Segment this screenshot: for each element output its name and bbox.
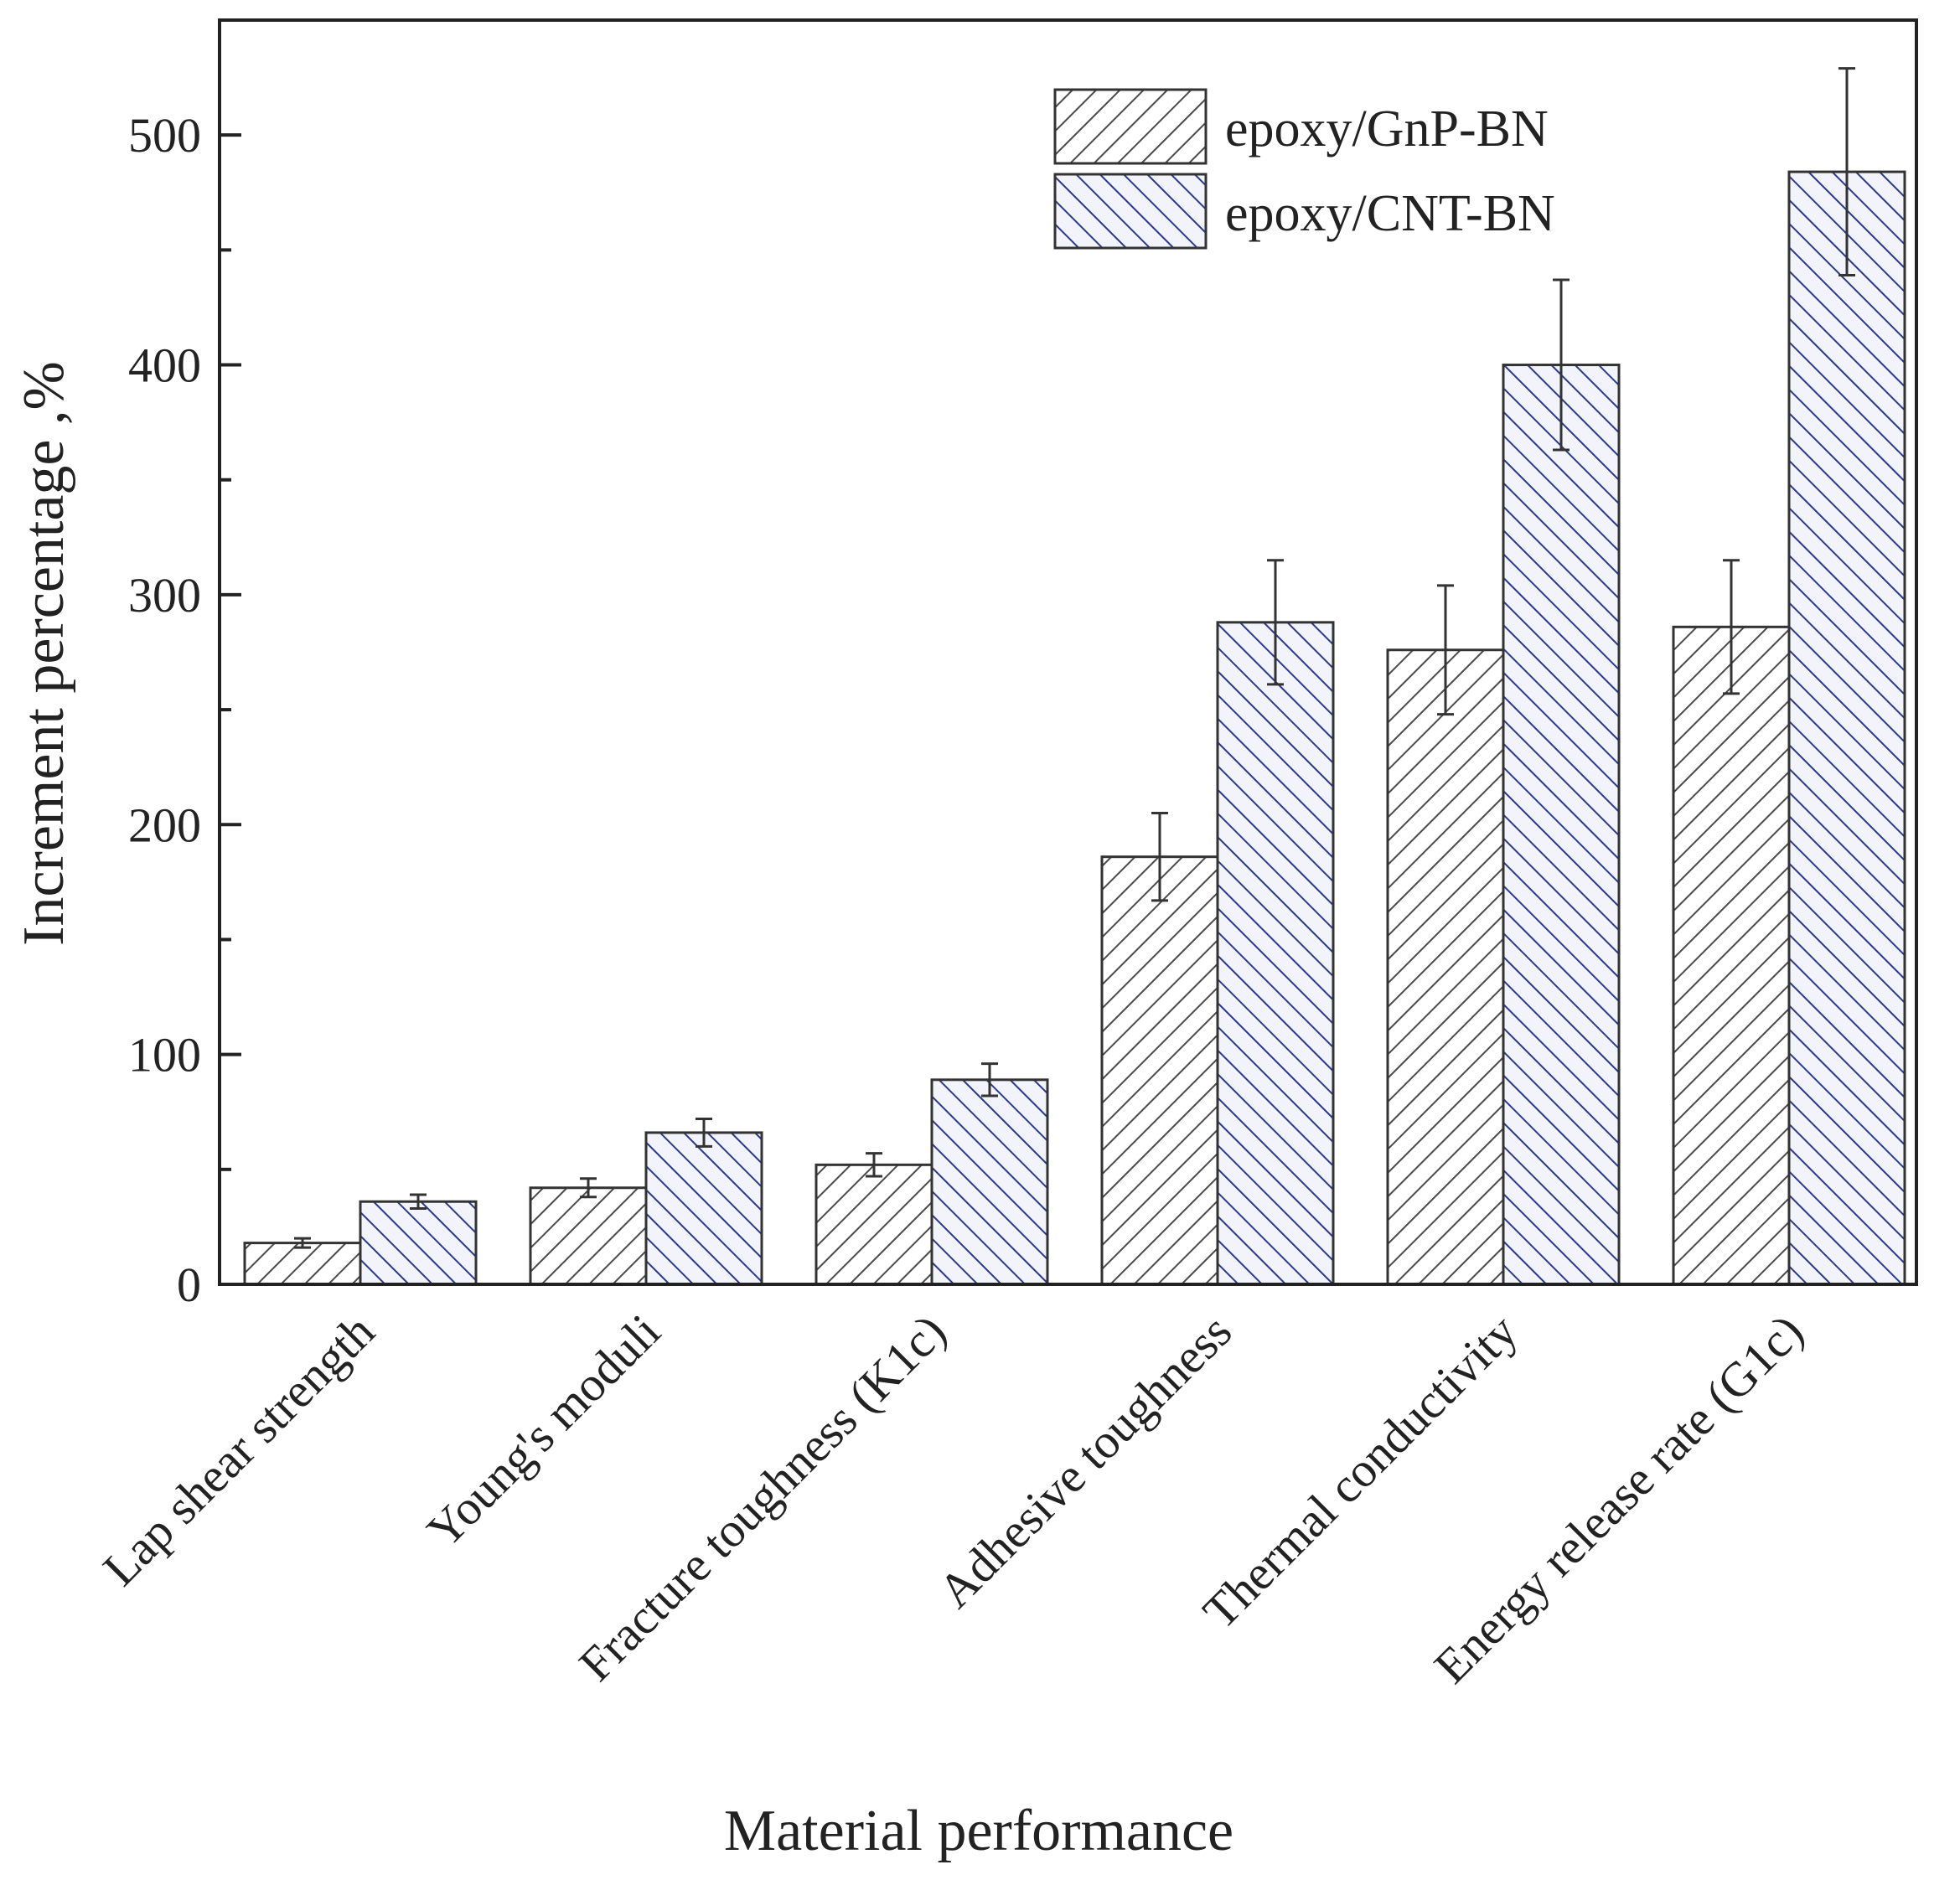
x-axis-title: Material performance: [724, 1799, 1233, 1863]
bar-gnp: [815, 1163, 933, 1286]
bar-cnt: [1216, 621, 1335, 1286]
y-axis-title: Increment percentage ,%: [12, 361, 76, 946]
bar-gnp: [1672, 625, 1791, 1286]
bar-cnt: [1502, 364, 1621, 1286]
bar-gnp: [243, 1242, 362, 1286]
x-category-label: Adhesive toughness: [928, 1304, 1242, 1618]
bar-cnt: [644, 1131, 763, 1286]
y-tick-label: 500: [128, 108, 201, 163]
bar-gnp: [1386, 648, 1505, 1286]
bar-cnt: [1787, 170, 1906, 1286]
x-category-label: Lap shear strength: [92, 1304, 385, 1596]
legend-label-cnt: epoxy/CNT-BN: [1225, 185, 1555, 242]
bar-gnp: [529, 1186, 648, 1286]
legend-swatch-gnp: [1053, 88, 1208, 165]
y-tick-label: 200: [128, 798, 201, 852]
bar-cnt: [930, 1078, 1049, 1286]
x-category-label: Young's moduli: [416, 1304, 670, 1557]
y-tick-label: 100: [128, 1028, 201, 1082]
bar-cnt: [359, 1200, 478, 1286]
x-category-label: Thermal conductivity: [1192, 1304, 1528, 1639]
bar-gnp: [1100, 855, 1219, 1286]
plot-frame: [218, 18, 1918, 1286]
legend: epoxy/GnP-BN epoxy/CNT-BN: [1053, 88, 1555, 250]
y-tick-label: 300: [128, 568, 201, 622]
legend-label-gnp: epoxy/GnP-BN: [1225, 101, 1549, 158]
legend-swatch-cnt: [1053, 173, 1208, 250]
y-tick-label: 0: [177, 1258, 201, 1312]
y-tick-label: 400: [128, 338, 201, 393]
